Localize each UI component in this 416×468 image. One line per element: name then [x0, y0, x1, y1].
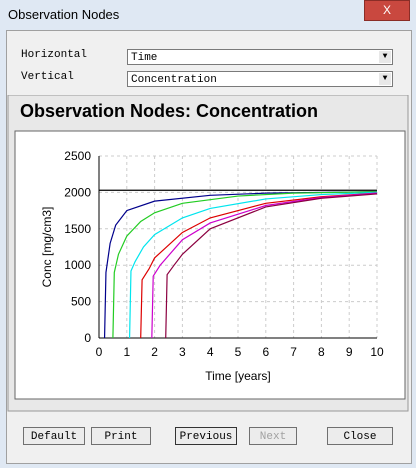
series-line: [103, 191, 378, 339]
y-tick-label: 1000: [64, 258, 91, 272]
vertical-select[interactable]: Concentration ▼: [127, 71, 393, 87]
series-line: [140, 192, 378, 339]
series-line: [165, 193, 378, 339]
y-axis-label: Conc [mg/cm3]: [40, 207, 54, 288]
y-tick-label: 2500: [64, 149, 91, 163]
select-value: Time: [131, 52, 158, 64]
x-tick-label: 5: [235, 345, 242, 359]
chart-title: Observation Nodes: Concentration: [20, 101, 318, 121]
x-tick-label: 4: [207, 345, 214, 359]
button[interactable]: Previous: [175, 427, 237, 445]
horizontal-label: Horizontal: [21, 49, 88, 61]
dropdown-arrow: ▼: [379, 73, 391, 85]
dropdown-arrow: ▼: [379, 51, 391, 63]
x-tick-label: 10: [370, 345, 384, 359]
x-tick-label: 7: [290, 345, 297, 359]
y-tick-label: 1500: [64, 222, 91, 236]
y-tick-label: 2000: [64, 185, 91, 199]
close-button[interactable]: X: [364, 0, 410, 21]
series-line: [128, 191, 378, 339]
button[interactable]: Print: [91, 427, 151, 445]
y-tick-label: 500: [71, 295, 91, 309]
select-value: Concentration: [131, 74, 217, 86]
horizontal-select[interactable]: Time ▼: [127, 49, 393, 65]
series-line: [151, 192, 378, 339]
button: Next: [249, 427, 297, 445]
window-title: Observation Nodes: [8, 7, 120, 22]
x-tick-label: 9: [346, 345, 353, 359]
x-tick-label: 1: [123, 345, 130, 359]
y-tick-label: 0: [84, 331, 91, 345]
vertical-label: Vertical: [21, 71, 74, 83]
x-tick-label: 6: [262, 345, 269, 359]
chart: Observation Nodes: Concentration 0500100…: [7, 95, 409, 412]
button[interactable]: Default: [23, 427, 85, 445]
x-tick-label: 8: [318, 345, 325, 359]
title-bar: Observation Nodes X: [0, 0, 416, 30]
x-tick-label: 0: [96, 345, 103, 359]
series-line: [112, 191, 378, 339]
button[interactable]: Close: [327, 427, 393, 445]
x-axis-label: Time [years]: [205, 369, 271, 383]
x-tick-label: 3: [179, 345, 186, 359]
x-tick-label: 2: [151, 345, 158, 359]
dialog-body: Horizontal Time ▼ Vertical Concentration ▼…: [6, 30, 412, 464]
